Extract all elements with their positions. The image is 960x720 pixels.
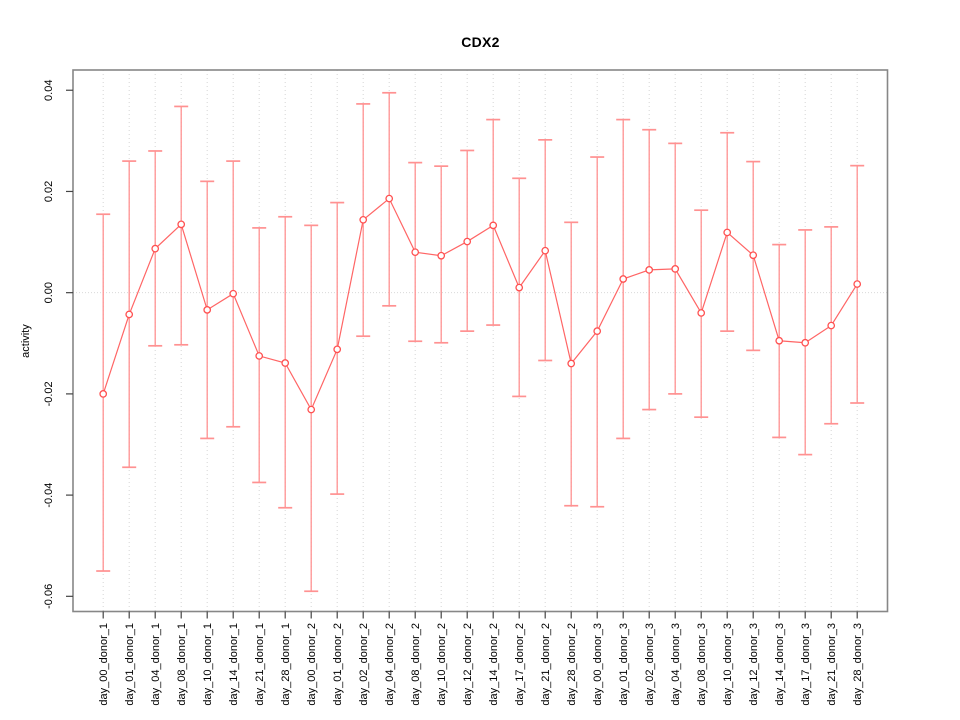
y-axis-label: activity (20, 324, 32, 358)
data-point-marker (437, 251, 446, 260)
x-tick-label: day_04_donor_1 (150, 623, 162, 706)
x-tick-label: day_14_donor_3 (774, 623, 786, 706)
y-tick-label: -0.02 (43, 381, 55, 406)
x-tick-label: day_10_donor_2 (436, 623, 448, 706)
data-point-marker (229, 289, 238, 298)
x-tick-label: day_08_donor_2 (410, 623, 422, 706)
data-point-marker (125, 310, 134, 319)
data-point-marker (827, 321, 836, 330)
chart-title: CDX2 (461, 34, 500, 50)
data-point-marker (775, 336, 784, 345)
x-tick-label: day_12_donor_2 (462, 623, 474, 706)
data-point-marker (307, 405, 316, 414)
data-point-marker (515, 283, 524, 292)
x-tick-label: day_01_donor_2 (332, 623, 344, 706)
x-tick-label: day_21_donor_2 (540, 623, 552, 706)
x-tick-label: day_04_donor_2 (384, 623, 396, 706)
x-tick-label: day_17_donor_2 (514, 623, 526, 706)
data-point-marker (619, 275, 628, 283)
x-tick-label: day_14_donor_1 (228, 623, 240, 706)
y-tick-label: -0.06 (43, 584, 55, 609)
x-tick-label: day_00_donor_2 (306, 623, 318, 706)
x-tick-label: day_02_donor_3 (644, 623, 656, 706)
data-point-marker (723, 228, 732, 237)
data-point-marker (749, 251, 758, 260)
data-point-marker (99, 390, 108, 398)
data-point-marker (697, 309, 706, 317)
data-point-marker (359, 215, 368, 224)
data-point-marker (151, 244, 160, 253)
x-tick-label: day_21_donor_1 (254, 623, 266, 706)
y-tick-label: 0.02 (43, 181, 55, 202)
data-point-marker (593, 327, 602, 335)
x-tick-label: day_28_donor_1 (280, 623, 292, 706)
data-point-marker (177, 220, 186, 229)
data-point-marker (645, 266, 654, 274)
x-tick-label: day_02_donor_2 (358, 623, 370, 706)
data-point-marker (203, 306, 212, 314)
x-tick-label: day_28_donor_2 (566, 623, 578, 706)
data-point-marker (411, 248, 420, 257)
plot-border (72, 69, 889, 613)
x-tick-label: day_00_donor_1 (98, 623, 110, 706)
x-tick-label: day_28_donor_3 (852, 623, 864, 706)
y-tick-label: 0.04 (43, 80, 55, 101)
y-tick-label: -0.04 (43, 483, 55, 508)
x-tick-label: day_08_donor_1 (176, 623, 188, 706)
data-point-marker (541, 246, 550, 255)
data-point-marker (801, 338, 810, 347)
data-point-marker (333, 345, 342, 354)
data-point-marker (567, 359, 576, 368)
x-tick-label: day_00_donor_3 (592, 623, 604, 706)
data-point-marker (255, 352, 264, 360)
x-tick-label: day_10_donor_1 (202, 623, 214, 706)
x-tick-label: day_01_donor_1 (124, 623, 136, 706)
x-tick-label: day_01_donor_3 (618, 623, 630, 706)
x-tick-label: day_04_donor_3 (670, 623, 682, 706)
data-point-marker (853, 280, 862, 288)
x-tick-label: day_10_donor_3 (722, 623, 734, 706)
series-line (102, 197, 858, 411)
data-point-marker (463, 237, 472, 246)
x-tick-label: day_17_donor_3 (800, 623, 812, 706)
x-tick-label: day_14_donor_2 (488, 623, 500, 706)
data-point-marker (281, 359, 290, 367)
y-tick-label: 0.00 (43, 282, 55, 303)
x-tick-label: day_12_donor_3 (748, 623, 760, 706)
data-point-marker (385, 194, 394, 203)
x-tick-label: day_21_donor_3 (826, 623, 838, 706)
data-point-marker (489, 221, 498, 230)
data-point-marker (671, 265, 680, 273)
x-tick-label: day_08_donor_3 (696, 623, 708, 706)
